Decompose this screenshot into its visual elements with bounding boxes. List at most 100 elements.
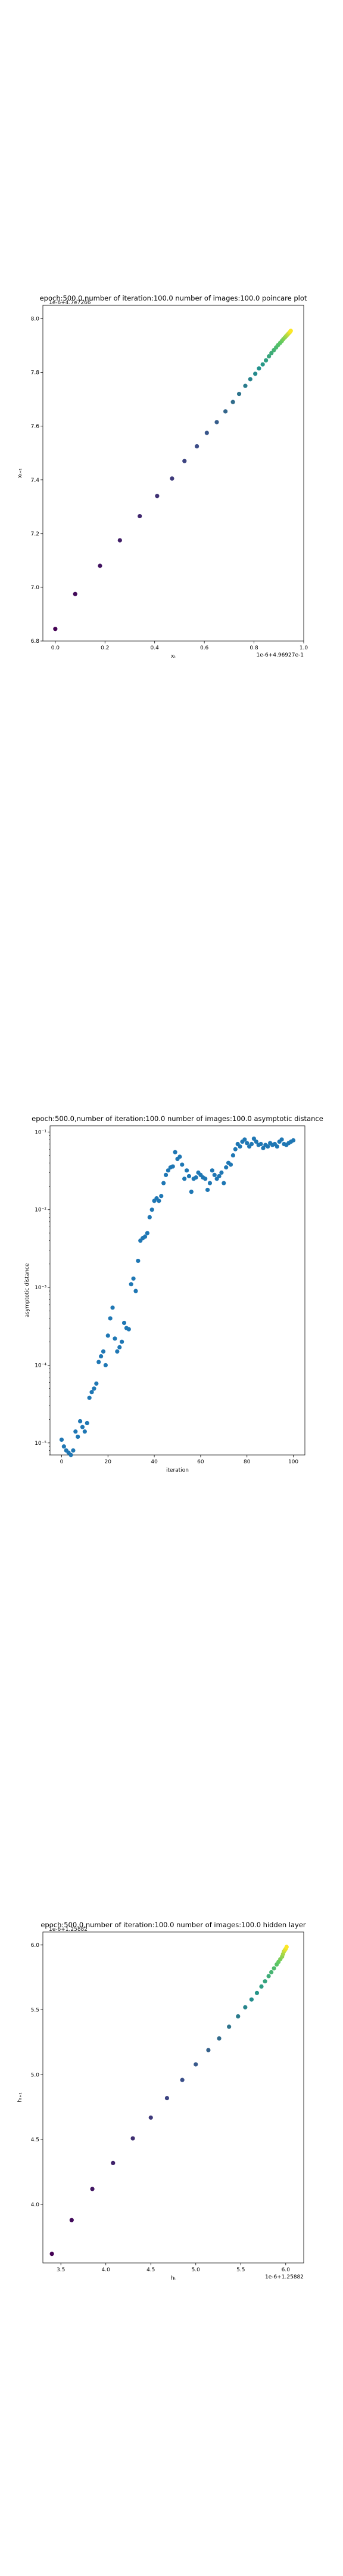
hidden-layer-chart: epoch:500.0,number of iteration:100.0 nu… — [17, 1921, 306, 2281]
y-tick-label: 4.5 — [31, 2137, 39, 2143]
data-point — [261, 1145, 266, 1150]
data-point — [85, 1420, 89, 1426]
data-point — [186, 1174, 192, 1179]
data-point — [147, 1215, 152, 1219]
x-tick-label: 0.4 — [151, 645, 160, 651]
data-point — [120, 1339, 124, 1344]
x-axis-label: iteration — [166, 1467, 189, 1473]
data-point — [126, 1327, 131, 1332]
data-point — [210, 1168, 214, 1173]
data-point — [76, 1434, 80, 1439]
data-point — [194, 2062, 198, 2067]
data-point — [182, 459, 187, 463]
data-point — [130, 2136, 135, 2141]
data-point — [68, 1453, 73, 1457]
asymptotic-distance-chart: epoch:500.0,number of iteration:100.0 nu… — [24, 1114, 323, 1473]
x-tick-label: 6.0 — [282, 2267, 291, 2273]
data-point — [217, 1174, 222, 1179]
data-point — [227, 2024, 232, 2029]
data-point — [177, 1154, 182, 1159]
data-point — [80, 1425, 85, 1429]
data-point — [257, 366, 261, 371]
data-point — [222, 1181, 226, 1185]
chart-title: epoch:500.0,number of iteration:100.0 nu… — [32, 1114, 323, 1123]
data-point — [105, 1333, 110, 1338]
y-tick-label: 7.6 — [31, 424, 40, 430]
data-point — [87, 1395, 92, 1400]
data-point — [242, 1137, 247, 1142]
data-point — [133, 1289, 138, 1293]
chart-title: epoch:500.0,number of iteration:100.0 nu… — [40, 294, 307, 302]
y-axis-label: xₜ₊₁ — [17, 468, 23, 478]
x-tick-label: 80 — [244, 1459, 251, 1465]
data-point — [230, 400, 235, 404]
data-point — [103, 1363, 108, 1368]
data-point — [111, 2160, 116, 2166]
data-point — [263, 358, 269, 363]
data-point — [89, 1390, 94, 1395]
data-point — [253, 371, 258, 376]
data-point — [180, 2077, 185, 2082]
data-point — [121, 1320, 127, 1326]
x-tick-label: 100 — [288, 1459, 298, 1465]
data-point — [251, 1136, 256, 1141]
data-point — [275, 1144, 279, 1149]
data-point — [269, 1970, 274, 1975]
data-point — [184, 1168, 189, 1173]
data-point — [182, 1176, 187, 1181]
data-point — [170, 476, 174, 481]
data-point — [117, 1345, 122, 1349]
x-tick-label: 20 — [105, 1459, 112, 1465]
x-tick-label: 0.2 — [101, 645, 109, 651]
data-point — [53, 627, 58, 631]
x-offset-label: 1e-6+1.25882 — [265, 2274, 304, 2280]
data-point — [136, 1258, 141, 1264]
data-point — [284, 1945, 289, 1949]
y-axis-label: hₜ₊₁ — [17, 2092, 23, 2103]
data-point — [73, 1429, 78, 1434]
data-point — [59, 1437, 64, 1442]
data-point — [266, 1974, 271, 1979]
data-point — [219, 1170, 224, 1175]
data-point — [166, 1168, 171, 1173]
chart-title: epoch:500.0,number of iteration:100.0 nu… — [40, 1921, 306, 1929]
data-point — [224, 1165, 229, 1170]
data-point — [249, 1997, 254, 2002]
data-point — [258, 1141, 263, 1147]
data-point — [254, 1990, 260, 1995]
y-tick-label: 10⁻³ — [35, 1285, 46, 1291]
data-point — [206, 2048, 211, 2052]
y-axis-label: asymptotic distance — [24, 1263, 30, 1317]
data-point — [108, 1316, 113, 1321]
data-point — [113, 1336, 117, 1341]
data-point — [77, 1419, 83, 1424]
data-point — [207, 1181, 213, 1185]
x-tick-label: 4.5 — [146, 2267, 155, 2273]
data-point — [228, 1162, 233, 1167]
data-point — [99, 1354, 104, 1359]
x-tick-label: 3.5 — [57, 2267, 65, 2273]
data-point — [82, 1429, 87, 1434]
y-tick-label: 7.0 — [31, 585, 40, 591]
data-point — [101, 1349, 106, 1354]
data-point — [149, 1208, 154, 1212]
data-point — [138, 513, 142, 519]
data-point — [49, 2252, 54, 2256]
data-point — [288, 329, 293, 333]
data-point — [98, 564, 102, 568]
data-point — [195, 444, 199, 449]
data-point — [236, 2014, 241, 2019]
data-point — [248, 377, 252, 382]
x-tick-label: 40 — [151, 1459, 158, 1465]
data-point — [173, 1150, 177, 1154]
x-tick-label: 60 — [197, 1459, 204, 1465]
data-point — [230, 1153, 235, 1158]
data-point — [71, 1448, 76, 1453]
y-tick-label: 5.5 — [31, 2008, 39, 2014]
data-point — [92, 1386, 96, 1391]
y-tick-label: 7.2 — [31, 531, 39, 537]
y-tick-label: 6.0 — [31, 1943, 40, 1949]
data-point — [180, 1162, 185, 1167]
data-point — [73, 592, 77, 596]
data-point — [260, 362, 265, 367]
